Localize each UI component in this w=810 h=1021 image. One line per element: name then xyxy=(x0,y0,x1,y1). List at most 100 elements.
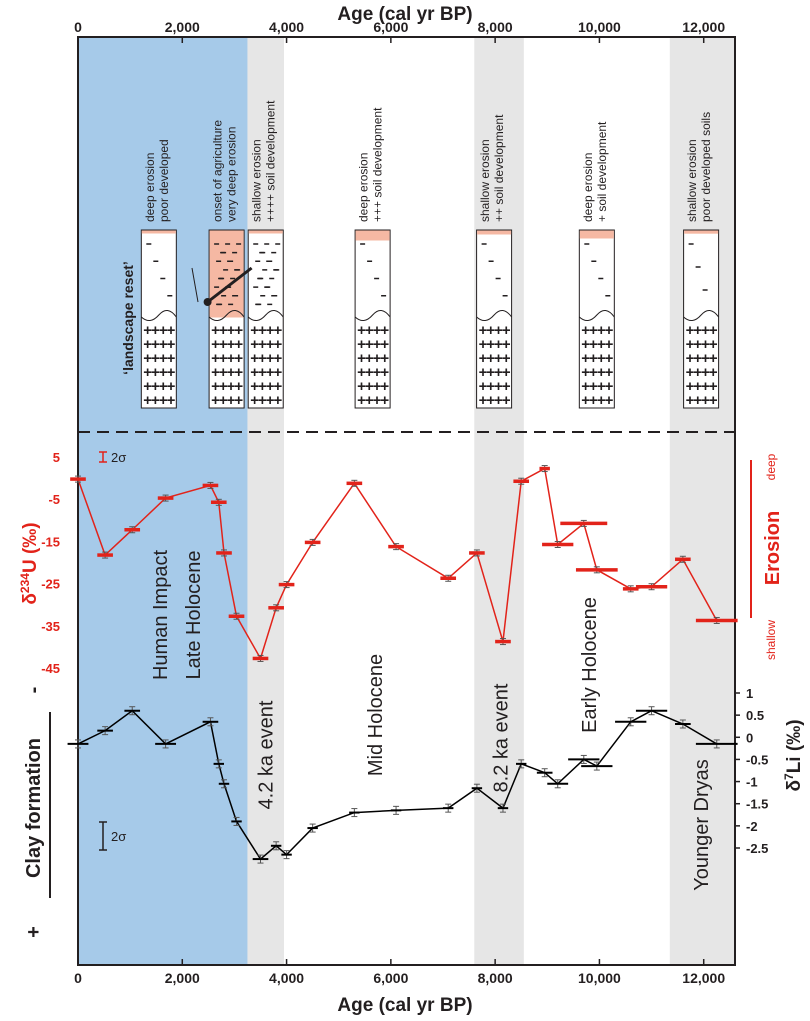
profile-bedrock-row: ++++ xyxy=(479,322,511,339)
profile-bedrock-row: ++++ xyxy=(581,336,613,353)
plot-border xyxy=(77,36,736,966)
profile-box-2 xyxy=(247,229,284,409)
profile-bedrock-row: ++++ xyxy=(686,378,718,395)
profile-bedrock-row: ++++ xyxy=(581,364,613,381)
side-axes: 2σ 2σ Erosion deep shallow Clay formation - + xyxy=(23,450,784,938)
profile-weathering-front-0 xyxy=(140,310,177,321)
li-tick-label: -2 xyxy=(746,819,758,834)
shaded-periods xyxy=(78,37,735,965)
profile-bedrock-row: ++++ xyxy=(357,364,389,381)
profile-topsoil-0 xyxy=(141,230,176,234)
profile-bedrock-row: ++++ xyxy=(143,378,175,395)
profile-weathering-front-5 xyxy=(578,310,615,321)
soil-profiles: ++++++++++++++++++++++++++++++++++++++++… xyxy=(140,229,720,409)
bottom-x-tick-label: 4,000 xyxy=(269,970,304,986)
u-tick-label: -35 xyxy=(41,619,60,634)
profile-bedrock-row: ++++ xyxy=(143,364,175,381)
profile-caption-line: shallow erosion xyxy=(478,139,492,222)
profile-caption-line: deep erosion xyxy=(143,153,157,222)
profile-bedrock-row: ++++ xyxy=(250,392,282,409)
period-label: Early Holocene xyxy=(579,597,601,733)
profile-box-0 xyxy=(140,229,177,409)
profile-caption-line: ++ soil development xyxy=(492,114,506,222)
profile-bedrock-row: ++++ xyxy=(581,322,613,339)
u-tick-label: -5 xyxy=(48,492,60,507)
profile-bedrock-row: ++++ xyxy=(250,364,282,381)
profile-bedrock-row: ++++ xyxy=(211,392,243,409)
landscape-reset-arrow xyxy=(206,266,253,304)
li-tick-label: -1.5 xyxy=(746,797,768,812)
li-tick-label: -1 xyxy=(746,775,758,790)
bottom-x-axis: 0 2,000 4,000 6,000 8,000 10,000 12,000 xyxy=(74,959,725,986)
profile-caption-line: very deep erosion xyxy=(225,127,239,222)
li-tick-label: 0 xyxy=(746,730,753,745)
period-label: 4.2 ka event xyxy=(256,700,278,809)
profile-bedrock-row: ++++ xyxy=(357,322,389,339)
profile-bedrock-row: ++++ xyxy=(250,378,282,395)
profile-bedrock-row: ++++ xyxy=(479,336,511,353)
profile-bedrock-row: ++++ xyxy=(581,392,613,409)
profile-caption-line: +++ soil development xyxy=(371,107,385,222)
period-band-2 xyxy=(474,37,524,965)
top-x-tick-label: 12,000 xyxy=(682,19,725,35)
profile-topsoil-3 xyxy=(355,230,390,241)
erosion-axis-title: Erosion xyxy=(762,511,784,585)
profile-weathering-front-2 xyxy=(247,310,284,321)
profile-bedrock-row: ++++ xyxy=(581,378,613,395)
profile-box-6 xyxy=(683,229,720,409)
profile-bedrock-row: ++++ xyxy=(211,378,243,395)
u-sigma-label: 2σ xyxy=(111,450,126,465)
profile-topsoil-2 xyxy=(248,230,283,234)
li-tick-label: 0.5 xyxy=(746,708,764,723)
period-label: Late Holocene xyxy=(183,551,205,680)
u-tick-label: -15 xyxy=(41,534,60,549)
profile-bedrock-row: ++++ xyxy=(211,364,243,381)
top-x-tick-label: 2,000 xyxy=(165,19,200,35)
li-series xyxy=(67,706,738,864)
bottom-x-tick-label: 12,000 xyxy=(682,970,725,986)
top-x-tick-label: 8,000 xyxy=(478,19,513,35)
profile-bedrock-row: ++++ xyxy=(686,392,718,409)
profile-weathering-front-1 xyxy=(208,310,245,321)
profile-caption-line: deep erosion xyxy=(357,153,371,222)
top-x-tick-label: 0 xyxy=(74,19,82,35)
profile-bedrock-row: ++++ xyxy=(250,336,282,353)
period-label: 8.2 ka event xyxy=(490,683,512,792)
profile-caption-line: poor developed soils xyxy=(699,112,713,222)
profile-bedrock-row: ++++ xyxy=(479,378,511,395)
profile-bedrock-row: ++++ xyxy=(581,350,613,367)
profile-bedrock-row: ++++ xyxy=(686,336,718,353)
bottom-x-tick-label: 0 xyxy=(74,970,82,986)
profile-bedrock-row: ++++ xyxy=(143,350,175,367)
u-tick-label: -45 xyxy=(41,661,60,676)
clay-axis-title: Clay formation xyxy=(23,738,45,878)
profile-captions: deep erosion poor developed onset of agric… xyxy=(143,100,713,222)
top-x-tick-label: 10,000 xyxy=(578,19,621,35)
profile-caption-line: shallow erosion xyxy=(685,139,699,222)
profile-bedrock-row: ++++ xyxy=(357,378,389,395)
u-axis-title: δ234U (‰) xyxy=(18,522,41,604)
plot-frame xyxy=(77,36,736,966)
x-axis-title-top: Age (cal yr BP) xyxy=(337,4,472,25)
profile-box-3 xyxy=(354,229,391,409)
top-x-tick-label: 4,000 xyxy=(269,19,304,35)
profile-caption-line: onset of agriculture xyxy=(211,120,225,222)
series-line xyxy=(77,709,718,861)
clay-bottom-symbol: + xyxy=(23,926,45,938)
period-label: Younger Dryas xyxy=(691,759,713,891)
li-y-axis: 1 0.5 0 -0.5 -1 -1.5 -2 -2.5 δ7Li (‰) xyxy=(735,686,805,856)
u-tick-label: 5 xyxy=(53,450,60,465)
profile-bedrock-row: ++++ xyxy=(357,336,389,353)
period-label: Human Impact xyxy=(150,550,172,680)
period-band-1 xyxy=(247,37,284,965)
top-x-tick-label: 6,000 xyxy=(373,19,408,35)
profile-bedrock-row: ++++ xyxy=(686,322,718,339)
profile-bedrock-row: ++++ xyxy=(479,392,511,409)
profile-bedrock-row: ++++ xyxy=(250,350,282,367)
profile-caption-line: + soil development xyxy=(595,121,609,222)
li-tick-label: 1 xyxy=(746,686,753,701)
x-axis-title-bottom: Age (cal yr BP) xyxy=(337,995,472,1016)
u-series xyxy=(70,465,738,662)
profile-bedrock-row: ++++ xyxy=(250,322,282,339)
